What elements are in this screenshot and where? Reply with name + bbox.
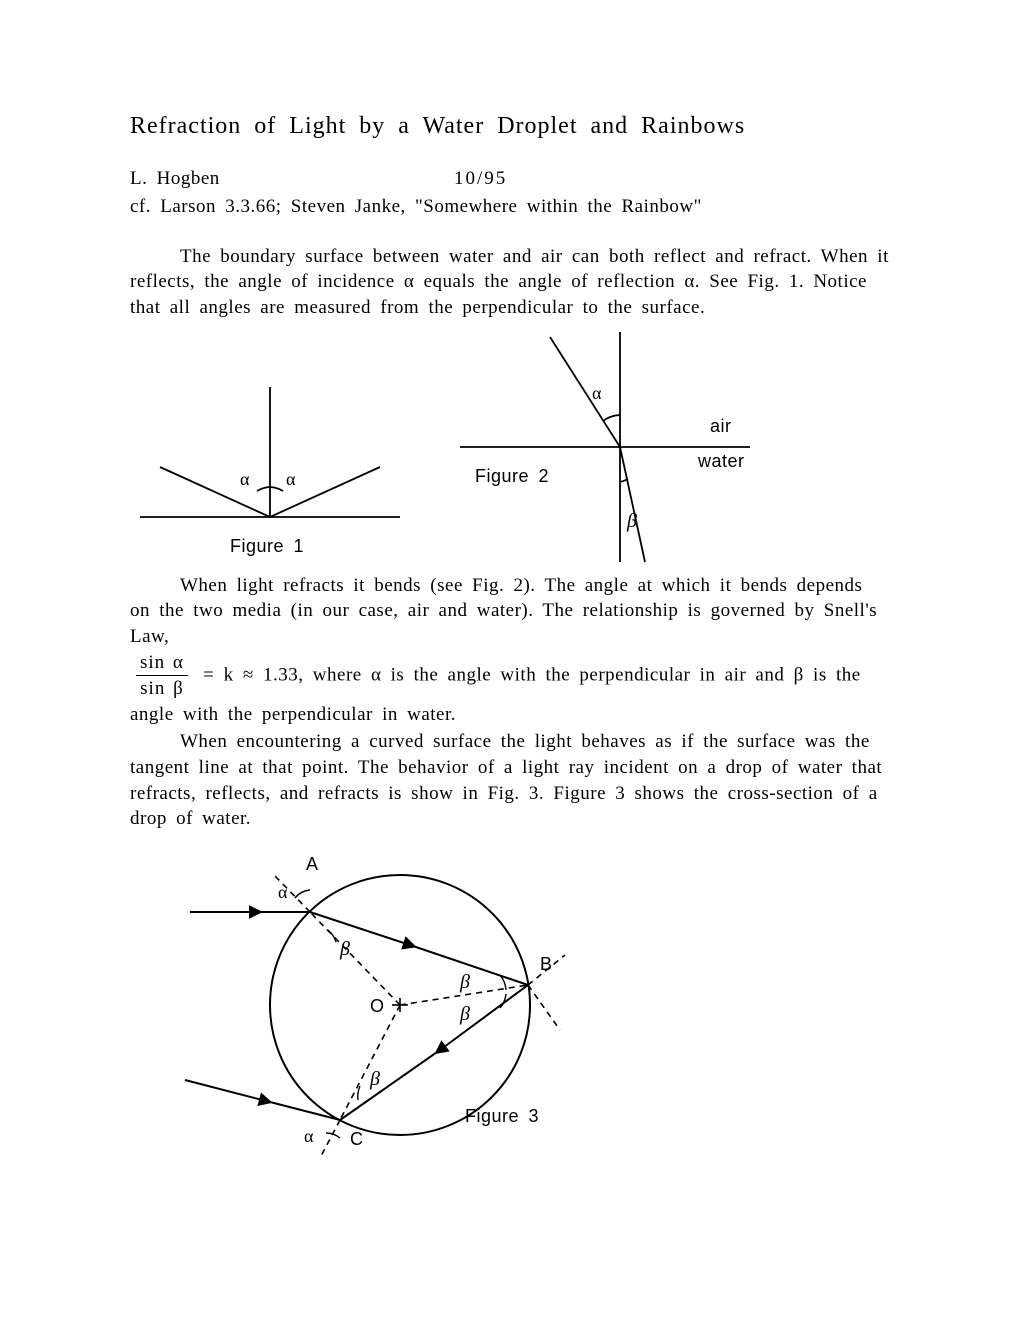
- beta-label-fig2: β: [626, 510, 637, 532]
- air-label: air: [710, 416, 732, 436]
- reference-line: cf. Larson 3.3.66; Steven Janke, "Somewh…: [130, 194, 890, 220]
- label-A: A: [306, 854, 319, 874]
- beta-B1: β: [459, 971, 470, 993]
- alpha-left-label: α: [240, 469, 250, 489]
- beta-A: β: [339, 938, 350, 960]
- beta-B2: β: [459, 1003, 470, 1025]
- fraction-numerator: sin α: [136, 650, 188, 677]
- figure-3: A B C O α α β β β β Figure 3: [160, 840, 680, 1160]
- figure-2-caption: Figure 2: [475, 466, 549, 486]
- label-C: C: [350, 1129, 364, 1149]
- figure-2: α β air water Figure 2: [420, 327, 780, 567]
- water-label: water: [697, 451, 745, 471]
- label-B: B: [540, 954, 553, 974]
- figure-1-caption: Figure 1: [230, 536, 304, 556]
- figure-1: α α Figure 1: [130, 357, 410, 567]
- fraction-denominator: sin β: [136, 676, 188, 702]
- alpha-label-fig2: α: [592, 383, 602, 403]
- byline: L. Hogben 10/95: [130, 166, 890, 192]
- alpha-A: α: [278, 882, 288, 902]
- beta-C: β: [369, 1068, 380, 1090]
- paragraph-2: When light refracts it bends (see Fig. 2…: [130, 573, 890, 728]
- page-title: Refraction of Light by a Water Droplet a…: [130, 110, 890, 142]
- figure-3-caption: Figure 3: [465, 1106, 539, 1126]
- paragraph-3: When encountering a curved surface the l…: [130, 729, 890, 832]
- paragraph-1: The boundary surface between water and a…: [130, 244, 890, 321]
- label-O: O: [370, 996, 385, 1016]
- figure-row-1-2: α α Figure 1 α β air water Figure 2: [130, 327, 890, 567]
- author: L. Hogben: [130, 166, 220, 192]
- date: 10/95: [454, 166, 507, 192]
- alpha-right-label: α: [286, 469, 296, 489]
- para2-part-b: = k ≈ 1.33, where α is the angle with th…: [130, 664, 861, 725]
- alpha-C: α: [304, 1126, 314, 1146]
- para2-part-a: When light refracts it bends (see Fig. 2…: [130, 573, 890, 650]
- snells-law-fraction: sin α sin β: [136, 650, 188, 702]
- figure-3-wrap: A B C O α α β β β β Figure 3: [160, 840, 890, 1160]
